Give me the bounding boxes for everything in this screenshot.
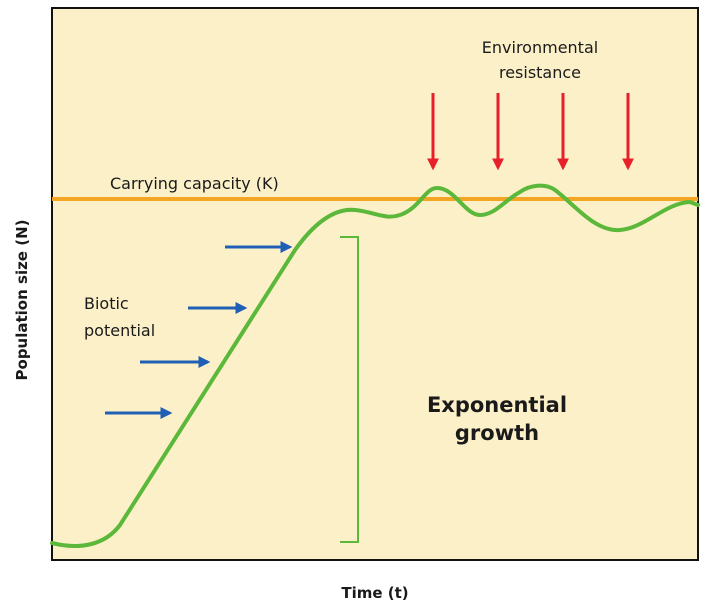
plot-area bbox=[51, 7, 699, 561]
y-axis-label: Population size (N) bbox=[13, 220, 31, 381]
exponential-growth-label: growth bbox=[455, 421, 539, 445]
resistance-arrows bbox=[427, 93, 634, 171]
carrying-capacity-label: Carrying capacity (K) bbox=[110, 174, 279, 193]
environmental-resistance-label: resistance bbox=[499, 63, 581, 82]
environmental-resistance-label: Environmental bbox=[482, 38, 598, 57]
biotic-potential-label: potential bbox=[84, 321, 155, 340]
bracket bbox=[340, 236, 359, 543]
x-axis-label: Time (t) bbox=[341, 584, 408, 602]
exponential-growth-label: Exponential bbox=[427, 393, 567, 417]
biotic-potential-label: Biotic bbox=[84, 294, 129, 313]
population-curve bbox=[50, 183, 700, 548]
biotic-arrows bbox=[105, 241, 293, 419]
